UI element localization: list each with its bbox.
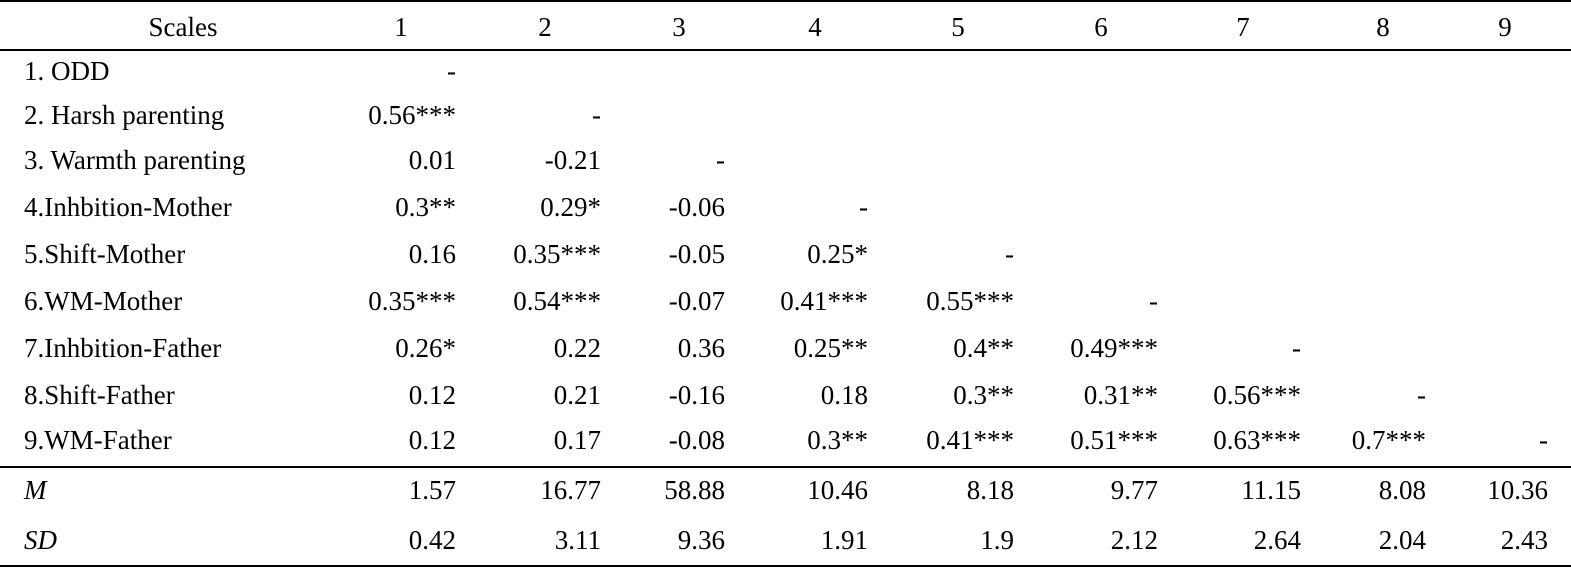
column-header-8: 8 <box>1376 12 1390 42</box>
table-cell: 0.55*** <box>926 286 1014 316</box>
table-cell: 0.22 <box>553 333 601 363</box>
summary-cell: 0.42 <box>408 525 456 555</box>
table-cell: 0.56*** <box>368 100 456 130</box>
row-label: 7.Inhbition-Father <box>24 333 222 363</box>
table-cell: 0.35*** <box>513 239 601 269</box>
table-cell: - <box>859 192 868 222</box>
column-header-3: 3 <box>672 12 686 42</box>
table-cell: 0.54*** <box>513 286 601 316</box>
table-cell: 0.26* <box>395 333 456 363</box>
column-header-7: 7 <box>1236 12 1250 42</box>
table-cell: 0.31** <box>1083 380 1158 410</box>
table-cell: -0.07 <box>668 286 725 316</box>
table-cell: 0.36 <box>677 333 725 363</box>
table-cell: 0.41*** <box>926 425 1014 455</box>
summary-rule <box>0 466 1571 468</box>
column-header-4: 4 <box>808 12 822 42</box>
table-cell: - <box>716 145 725 175</box>
table-cell: 0.49*** <box>1070 333 1158 363</box>
table-cell: 0.51*** <box>1070 425 1158 455</box>
summary-cell: 16.77 <box>540 475 601 505</box>
summary-label: SD <box>24 525 57 555</box>
table-cell: 0.3** <box>395 192 456 222</box>
table-cell: - <box>1149 286 1158 316</box>
table-cell: -0.21 <box>544 145 601 175</box>
summary-cell: 58.88 <box>664 475 725 505</box>
row-label: 9.WM-Father <box>24 425 172 455</box>
table-cell: -0.05 <box>668 239 725 269</box>
table-cell: 0.01 <box>408 145 456 175</box>
summary-cell: 9.77 <box>1110 475 1158 505</box>
summary-cell: 1.9 <box>980 525 1014 555</box>
row-label: 3. Warmth parenting <box>24 145 246 175</box>
summary-label: M <box>24 475 47 505</box>
row-label: 1. ODD <box>24 56 110 86</box>
summary-cell: 8.08 <box>1378 475 1426 505</box>
table-cell: 0.16 <box>408 239 456 269</box>
table-cell: 0.35*** <box>368 286 456 316</box>
summary-cell: 2.64 <box>1253 525 1301 555</box>
table-cell: 0.12 <box>408 425 456 455</box>
table-cell: - <box>1005 239 1014 269</box>
table-cell: 0.3** <box>953 380 1014 410</box>
table-cell: 0.41*** <box>780 286 868 316</box>
table-cell: - <box>592 100 601 130</box>
table-cell: 0.12 <box>408 380 456 410</box>
table-cell: - <box>1417 380 1426 410</box>
summary-cell: 10.46 <box>807 475 868 505</box>
table-cell: 0.56*** <box>1213 380 1301 410</box>
summary-cell: 3.11 <box>554 525 601 555</box>
summary-cell: 1.57 <box>408 475 456 505</box>
row-label: 2. Harsh parenting <box>24 100 225 130</box>
table-cell: 0.3** <box>807 425 868 455</box>
summary-cell: 8.18 <box>966 475 1014 505</box>
table-cell: 0.29* <box>540 192 601 222</box>
row-label: 6.WM-Mother <box>24 286 183 316</box>
bottom-rule <box>0 565 1571 567</box>
column-header-9: 9 <box>1498 12 1512 42</box>
summary-cell: 2.04 <box>1378 525 1426 555</box>
table-cell: - <box>1539 425 1548 455</box>
column-header-2: 2 <box>538 12 552 42</box>
row-label: 8.Shift-Father <box>24 380 175 410</box>
column-header-5: 5 <box>951 12 965 42</box>
table-cell: 0.25** <box>793 333 868 363</box>
table-cell: 0.7*** <box>1351 425 1426 455</box>
table-cell: 0.4** <box>953 333 1014 363</box>
summary-cell: 2.12 <box>1110 525 1158 555</box>
table-cell: 0.25* <box>807 239 868 269</box>
summary-cell: 1.91 <box>820 525 868 555</box>
table-cell: -0.08 <box>668 425 725 455</box>
table-cell: -0.06 <box>668 192 725 222</box>
table-cell: - <box>447 56 456 86</box>
table-cell: 0.63*** <box>1213 425 1301 455</box>
table-cell: 0.21 <box>553 380 601 410</box>
column-header-6: 6 <box>1094 12 1108 42</box>
summary-cell: 10.36 <box>1487 475 1548 505</box>
table-cell: -0.16 <box>668 380 725 410</box>
table-cell: 0.18 <box>820 380 868 410</box>
top-rule <box>0 0 1571 2</box>
table-cell: 0.17 <box>553 425 601 455</box>
header-rule <box>0 49 1571 51</box>
table-cell: - <box>1292 333 1301 363</box>
summary-cell: 9.36 <box>677 525 725 555</box>
column-header-1: 1 <box>394 12 408 42</box>
row-label: 4.Inhbition-Mother <box>24 192 232 222</box>
summary-cell: 2.43 <box>1500 525 1548 555</box>
summary-cell: 11.15 <box>1241 475 1301 505</box>
row-label: 5.Shift-Mother <box>24 239 186 269</box>
column-header-scales: Scales <box>148 12 218 42</box>
